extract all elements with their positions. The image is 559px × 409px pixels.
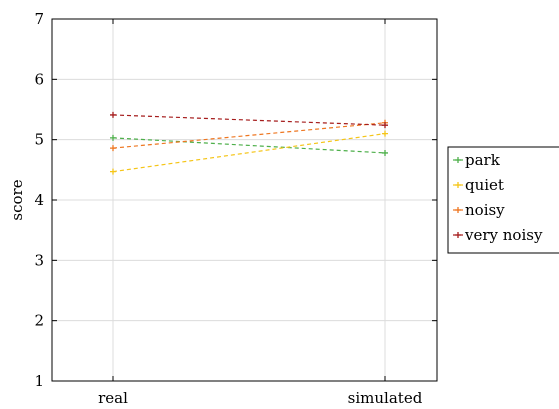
legend: park quiet noisy very noisy <box>447 146 559 254</box>
legend-marker <box>455 157 461 163</box>
data-point <box>382 130 388 137</box>
legend-label: park <box>465 151 501 169</box>
legend-label: very noisy <box>464 226 543 244</box>
y-tick-label: 2 <box>34 312 44 330</box>
y-tick-label: 5 <box>34 131 44 149</box>
series-line <box>112 122 386 149</box>
data-point <box>110 134 116 141</box>
series-line <box>112 133 386 173</box>
legend-label: noisy <box>465 201 505 219</box>
legend-box <box>447 146 559 254</box>
y-tick-label: 3 <box>34 251 44 269</box>
data-point <box>110 145 116 152</box>
series-lines <box>110 111 388 175</box>
x-tick-label: real <box>98 389 128 407</box>
data-point <box>110 111 116 118</box>
legend-label: quiet <box>465 176 504 194</box>
data-point <box>110 168 116 175</box>
data-point <box>382 149 388 156</box>
y-tick-label: 1 <box>34 372 44 390</box>
data-point <box>382 122 388 129</box>
series-line <box>112 137 386 154</box>
y-axis-label: score <box>8 179 26 220</box>
legend-marker <box>455 232 461 238</box>
x-tick-label: simulated <box>348 389 423 407</box>
legend-marker <box>455 182 461 188</box>
y-tick-label: 4 <box>34 191 44 209</box>
series-line <box>112 114 386 126</box>
y-tick-label: 7 <box>34 10 44 28</box>
legend-marker <box>455 207 461 213</box>
y-tick-label: 6 <box>34 70 44 88</box>
axis-ticks: 1 2 3 4 5 6 7 real simulated <box>34 10 437 407</box>
grid-lines <box>52 19 437 381</box>
